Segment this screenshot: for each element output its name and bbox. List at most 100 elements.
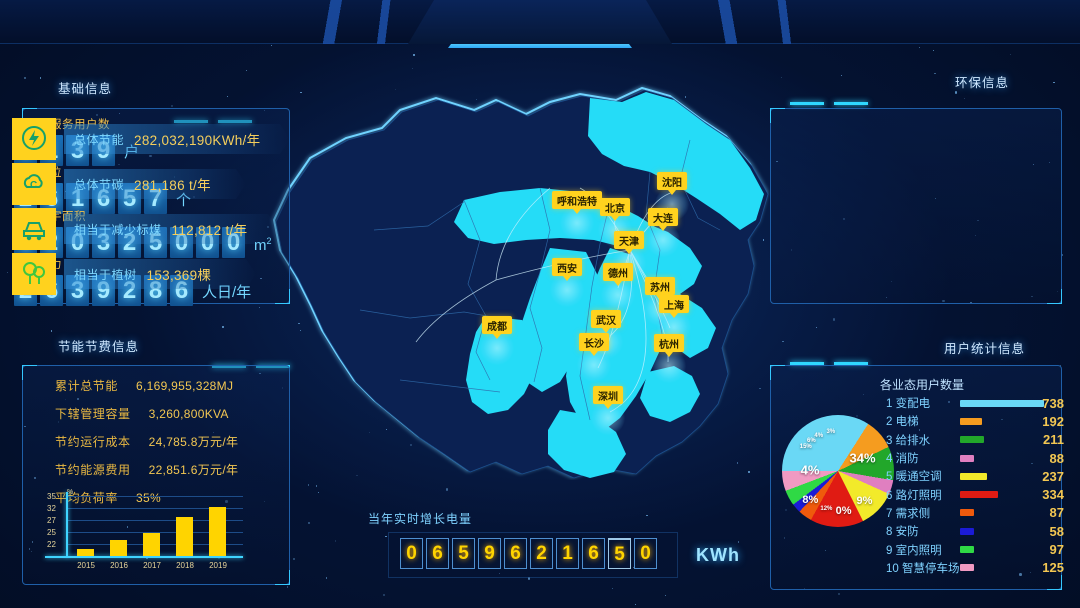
env-info-panel-title: 环保信息 (955, 76, 1010, 90)
counter-digit: 1 (556, 538, 579, 569)
map-city-label[interactable]: 苏州 (645, 277, 675, 295)
env-info-dash-decoration (790, 102, 868, 105)
chart-bar[interactable] (110, 539, 127, 556)
legend-bar (960, 472, 987, 480)
chart-y-axis-label: % (67, 489, 74, 496)
env-info-body: 总体节碳 281,186 t/年 (64, 169, 246, 199)
env-info-value: 282,032,190KWh/年 (134, 133, 261, 148)
legend-row[interactable]: 3 给排水 211 (886, 431, 1066, 449)
business-type-pie-chart[interactable] (782, 415, 894, 527)
map-city-label[interactable]: 北京 (600, 198, 630, 216)
chart-x-tick: 2016 (110, 561, 128, 570)
user-stats-legend: 1 变配电 738 2 电梯 192 3 给排水 211 4 消防 88 5 暖通空调 237 6 … (886, 394, 1066, 577)
legend-value: 738 (1042, 395, 1064, 411)
carbon-cloud-icon: C (12, 163, 56, 205)
chart-gridline (67, 496, 243, 497)
counter-digit: 5 (452, 538, 475, 569)
chart-bar[interactable] (143, 533, 160, 556)
pie-slice-label: 8% (802, 493, 819, 506)
env-info-row: 相当于减少标煤 112,812 t/年 (12, 208, 278, 250)
legend-value: 97 (1049, 542, 1064, 558)
legend-row[interactable]: 2 电梯 192 (886, 412, 1066, 430)
counter-unit: KWh (696, 545, 740, 565)
legend-value: 88 (1049, 450, 1064, 466)
saving-info-label: 节约运行成本 (55, 435, 131, 449)
legend-value: 125 (1042, 560, 1064, 576)
counter-digit: 2 (530, 538, 553, 569)
saving-info-value: 22,851.6万元/年 (148, 463, 239, 477)
chart-bar[interactable] (77, 549, 94, 556)
legend-row[interactable]: 7 需求侧 87 (886, 504, 1066, 522)
saving-info-value: 24,785.8万元/年 (148, 435, 239, 449)
saving-info-row: 下辖管理容量 3,260,800KVA (55, 405, 285, 422)
legend-row[interactable]: 9 室内照明 97 (886, 540, 1066, 558)
map-city-label[interactable]: 西安 (552, 258, 582, 276)
map-city-label[interactable]: 长沙 (579, 333, 609, 351)
map-city-label[interactable]: 武汉 (591, 310, 621, 328)
map-city-label[interactable]: 上海 (659, 295, 689, 313)
legend-label: 5 暖通空调 (886, 471, 942, 484)
svg-text:C: C (30, 180, 37, 191)
env-info-row: 总体节能 282,032,190KWh/年 (12, 118, 290, 160)
legend-bar (960, 417, 982, 425)
map-city-label[interactable]: 德州 (603, 263, 633, 281)
chart-bar[interactable] (209, 506, 226, 556)
map-city-label[interactable]: 沈阳 (657, 172, 687, 190)
env-info-label: 总体节碳 (74, 177, 125, 192)
tree-icon (12, 253, 56, 295)
legend-row[interactable]: 10 智慧停车场 125 (886, 559, 1066, 577)
env-info-body: 相当于植树 153,369棵 (64, 259, 256, 289)
pie-slice-label: 0% (835, 504, 852, 517)
legend-row[interactable]: 8 安防 58 (886, 522, 1066, 540)
map-city-label[interactable]: 大连 (648, 208, 678, 226)
chart-x-tick: 2019 (209, 561, 227, 570)
legend-value: 192 (1042, 413, 1064, 429)
saving-info-value: 35% (136, 491, 161, 505)
counter-digit: 6 (504, 538, 527, 569)
china-map[interactable]: 沈阳呼和浩特 北京 大连 天津西安 德州 苏州 上海成都 武汉长沙 杭州深圳 (250, 80, 790, 480)
chart-gridline (67, 508, 243, 509)
counter-digit: 0 (400, 538, 423, 569)
saving-info-row: 节约能源费用 22,851.6万元/年 (55, 461, 285, 478)
legend-label: 3 给排水 (886, 434, 931, 447)
legend-row[interactable]: 6 路灯照明 334 (886, 485, 1066, 503)
saving-info-label: 累计总节能 (55, 379, 119, 393)
chart-bar[interactable] (176, 516, 193, 556)
header-title-plate (408, 0, 672, 44)
legend-row[interactable]: 4 消防 88 (886, 449, 1066, 467)
basic-info-dash-decoration (174, 120, 252, 123)
user-stats-panel-title: 用户统计信息 (944, 342, 1026, 356)
counter-digit: 6 (582, 538, 605, 569)
legend-row[interactable]: 5 暖通空调 237 (886, 467, 1066, 485)
pie-slice-label: 12% (820, 506, 833, 513)
legend-bar (960, 564, 975, 572)
pie-slice-label: 3% (826, 428, 836, 435)
legend-value: 211 (1043, 432, 1064, 448)
map-city-label[interactable]: 天津 (614, 231, 644, 249)
title-underline-glow (448, 40, 632, 48)
legend-value: 237 (1042, 468, 1064, 484)
legend-row[interactable]: 1 变配电 738 (886, 394, 1066, 412)
map-city-label[interactable]: 成都 (482, 316, 512, 334)
legend-bar (960, 399, 1044, 407)
legend-label: 6 路灯照明 (886, 489, 942, 502)
chart-x-tick: 2017 (143, 561, 161, 570)
map-city-label[interactable]: 呼和浩特 (552, 191, 602, 209)
load-rate-bar-chart[interactable]: 35 32 27 25 22% 2015 2016 2017 2018 2019 (45, 489, 245, 572)
map-city-label[interactable]: 杭州 (654, 334, 684, 352)
header-diagonal-decoration (361, 0, 403, 44)
saving-info-row: 累计总节能 6,169,955,328MJ (55, 377, 285, 394)
legend-bar (960, 546, 974, 554)
legend-bar (960, 454, 974, 462)
env-info-value: 153,369棵 (146, 268, 212, 283)
map-svg (272, 86, 769, 479)
saving-info-panel-title: 节能节费信息 (58, 340, 140, 354)
legend-label: 7 需求侧 (886, 507, 931, 520)
legend-label: 9 室内照明 (886, 544, 942, 557)
env-info-label: 总体节能 (74, 132, 125, 147)
env-info-row: 相当于植树 153,369棵 (12, 253, 256, 295)
map-city-label[interactable]: 深圳 (593, 386, 623, 404)
chart-x-tick: 2015 (77, 561, 95, 570)
pie-slice-label: 4% (800, 462, 820, 478)
